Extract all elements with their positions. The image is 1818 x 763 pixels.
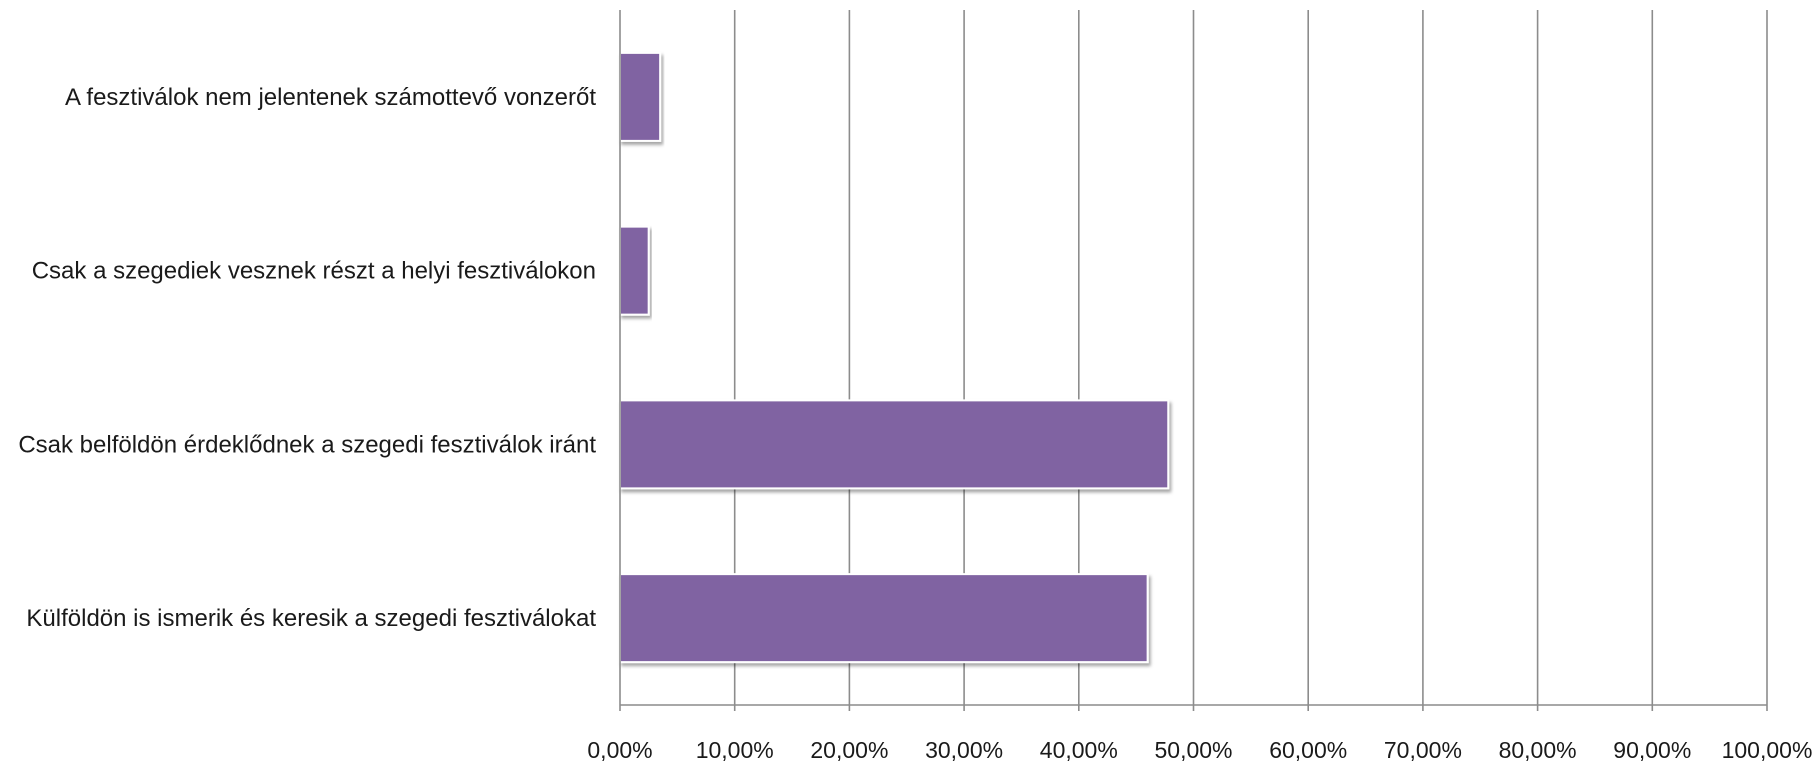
- bar: [619, 51, 662, 142]
- axes: [619, 10, 1768, 711]
- category-label: Csak a szegediek vesznek részt a helyi f…: [32, 258, 596, 285]
- x-tick-label: 40,00%: [1040, 737, 1118, 763]
- x-tick-label: 10,00%: [696, 737, 774, 763]
- x-tick-label: 100,00%: [1722, 737, 1813, 763]
- x-tick-label: 50,00%: [1154, 737, 1232, 763]
- bars: [619, 51, 1170, 664]
- category-label: Csak belföldön érdeklődnek a szegedi fes…: [18, 431, 596, 458]
- bar: [619, 399, 1170, 490]
- x-tick-label: 0,00%: [587, 737, 652, 763]
- x-tick-label: 70,00%: [1384, 737, 1462, 763]
- x-tick-label: 80,00%: [1499, 737, 1577, 763]
- bar: [619, 573, 1149, 664]
- x-tick-label: 60,00%: [1269, 737, 1347, 763]
- category-label: A fesztiválok nem jelentenek számottevő …: [65, 84, 596, 111]
- gridlines: [733, 10, 1768, 705]
- x-tick-label: 20,00%: [810, 737, 888, 763]
- x-tick-label: 30,00%: [925, 737, 1003, 763]
- bar: [619, 225, 650, 316]
- category-label: Külföldön is ismerik és keresik a szeged…: [26, 605, 596, 632]
- x-tick-label: 90,00%: [1613, 737, 1691, 763]
- category-labels: A fesztiválok nem jelentenek számottevő …: [18, 84, 596, 632]
- x-tick-labels: 0,00% 10,00% 20,00% 30,00% 40,00% 50,00% 60,00…: [587, 737, 1812, 763]
